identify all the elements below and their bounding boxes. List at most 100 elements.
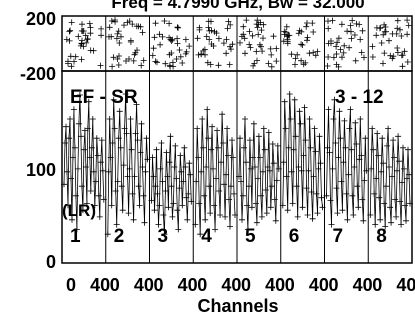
data-point	[67, 116, 73, 122]
data-point	[292, 133, 299, 140]
panel-label-5: 5	[245, 226, 256, 247]
data-point	[181, 144, 188, 151]
data-point	[326, 149, 333, 156]
data-point	[259, 168, 266, 175]
data-point	[363, 167, 370, 174]
data-point	[371, 190, 378, 197]
data-point	[301, 104, 308, 111]
data-point	[257, 192, 264, 199]
top-panel: 200 -200	[20, 9, 413, 84]
data-point	[393, 213, 400, 220]
data-point	[108, 202, 115, 209]
series-1	[61, 92, 107, 233]
data-point	[240, 192, 246, 199]
data-point	[295, 164, 302, 170]
data-point	[174, 207, 181, 214]
data-point	[353, 141, 360, 147]
data-point	[300, 152, 307, 159]
data-point	[165, 204, 172, 211]
x-tick-label: 0	[66, 275, 76, 295]
data-point	[374, 130, 381, 137]
data-point	[256, 154, 263, 161]
data-point	[135, 183, 142, 190]
data-point	[113, 221, 120, 228]
top-panel-separators	[105, 16, 369, 71]
data-point	[319, 204, 326, 211]
data-point	[390, 137, 397, 144]
data-point	[153, 146, 160, 153]
x-tick-label: 40	[221, 275, 241, 295]
data-point	[305, 167, 312, 174]
data-point	[228, 183, 234, 190]
data-point	[241, 144, 247, 151]
data-point	[148, 197, 155, 204]
data-point	[176, 185, 183, 192]
data-point	[323, 192, 330, 199]
data-point	[296, 108, 303, 115]
data-point	[155, 221, 162, 228]
data-point	[76, 92, 83, 98]
data-point	[264, 164, 271, 170]
data-point	[129, 190, 136, 197]
data-point	[128, 146, 135, 153]
data-point	[73, 226, 80, 233]
data-point	[284, 207, 291, 214]
data-point	[223, 171, 230, 178]
data-point	[199, 116, 206, 122]
data-point	[156, 202, 163, 209]
data-point	[75, 120, 82, 127]
noise-marks	[194, 18, 236, 69]
data-point	[183, 194, 190, 201]
data-point	[279, 202, 286, 209]
data-point	[255, 133, 262, 140]
data-point	[394, 167, 401, 174]
data-point	[99, 167, 106, 174]
data-point	[314, 210, 321, 217]
data-point	[306, 116, 313, 122]
data-point	[242, 116, 248, 122]
data-point	[170, 200, 177, 207]
data-point	[64, 168, 70, 175]
data-point	[269, 141, 276, 147]
data-point	[143, 135, 150, 142]
series-5	[236, 116, 282, 233]
data-point	[211, 202, 218, 209]
data-point	[192, 221, 199, 228]
data-point	[252, 200, 259, 207]
data-point	[243, 202, 250, 209]
data-point	[297, 120, 304, 127]
data-point	[243, 159, 249, 166]
data-point	[109, 140, 116, 146]
data-point	[370, 146, 377, 153]
panel-label-1: 1	[70, 226, 81, 247]
data-point	[386, 164, 393, 170]
data-point	[282, 125, 289, 132]
data-point	[216, 188, 223, 194]
data-point	[63, 123, 69, 130]
data-point	[406, 171, 412, 178]
data-point	[348, 146, 355, 153]
data-point	[224, 125, 231, 132]
data-point	[376, 194, 383, 201]
data-point	[180, 178, 187, 185]
data-point	[222, 213, 229, 220]
data-point	[396, 158, 403, 165]
data-point	[288, 168, 295, 175]
data-point	[273, 177, 280, 184]
x-tick-label: 40	[265, 275, 285, 295]
series-8	[367, 125, 413, 230]
panel-label-6: 6	[289, 226, 300, 247]
noise-marks	[237, 17, 280, 70]
panel-labels: 1 2 3 4 5 6 7 8	[70, 226, 387, 247]
top-noise-panel-3	[149, 18, 193, 70]
data-point	[83, 200, 90, 207]
panel-label-2: 2	[114, 226, 125, 247]
data-point	[338, 178, 345, 185]
data-point	[261, 146, 268, 153]
noise-marks	[63, 19, 105, 70]
data-point	[111, 125, 118, 132]
data-point	[194, 125, 201, 132]
data-point	[325, 106, 332, 113]
x-tick-label: 40	[353, 275, 373, 295]
data-point	[312, 148, 319, 155]
